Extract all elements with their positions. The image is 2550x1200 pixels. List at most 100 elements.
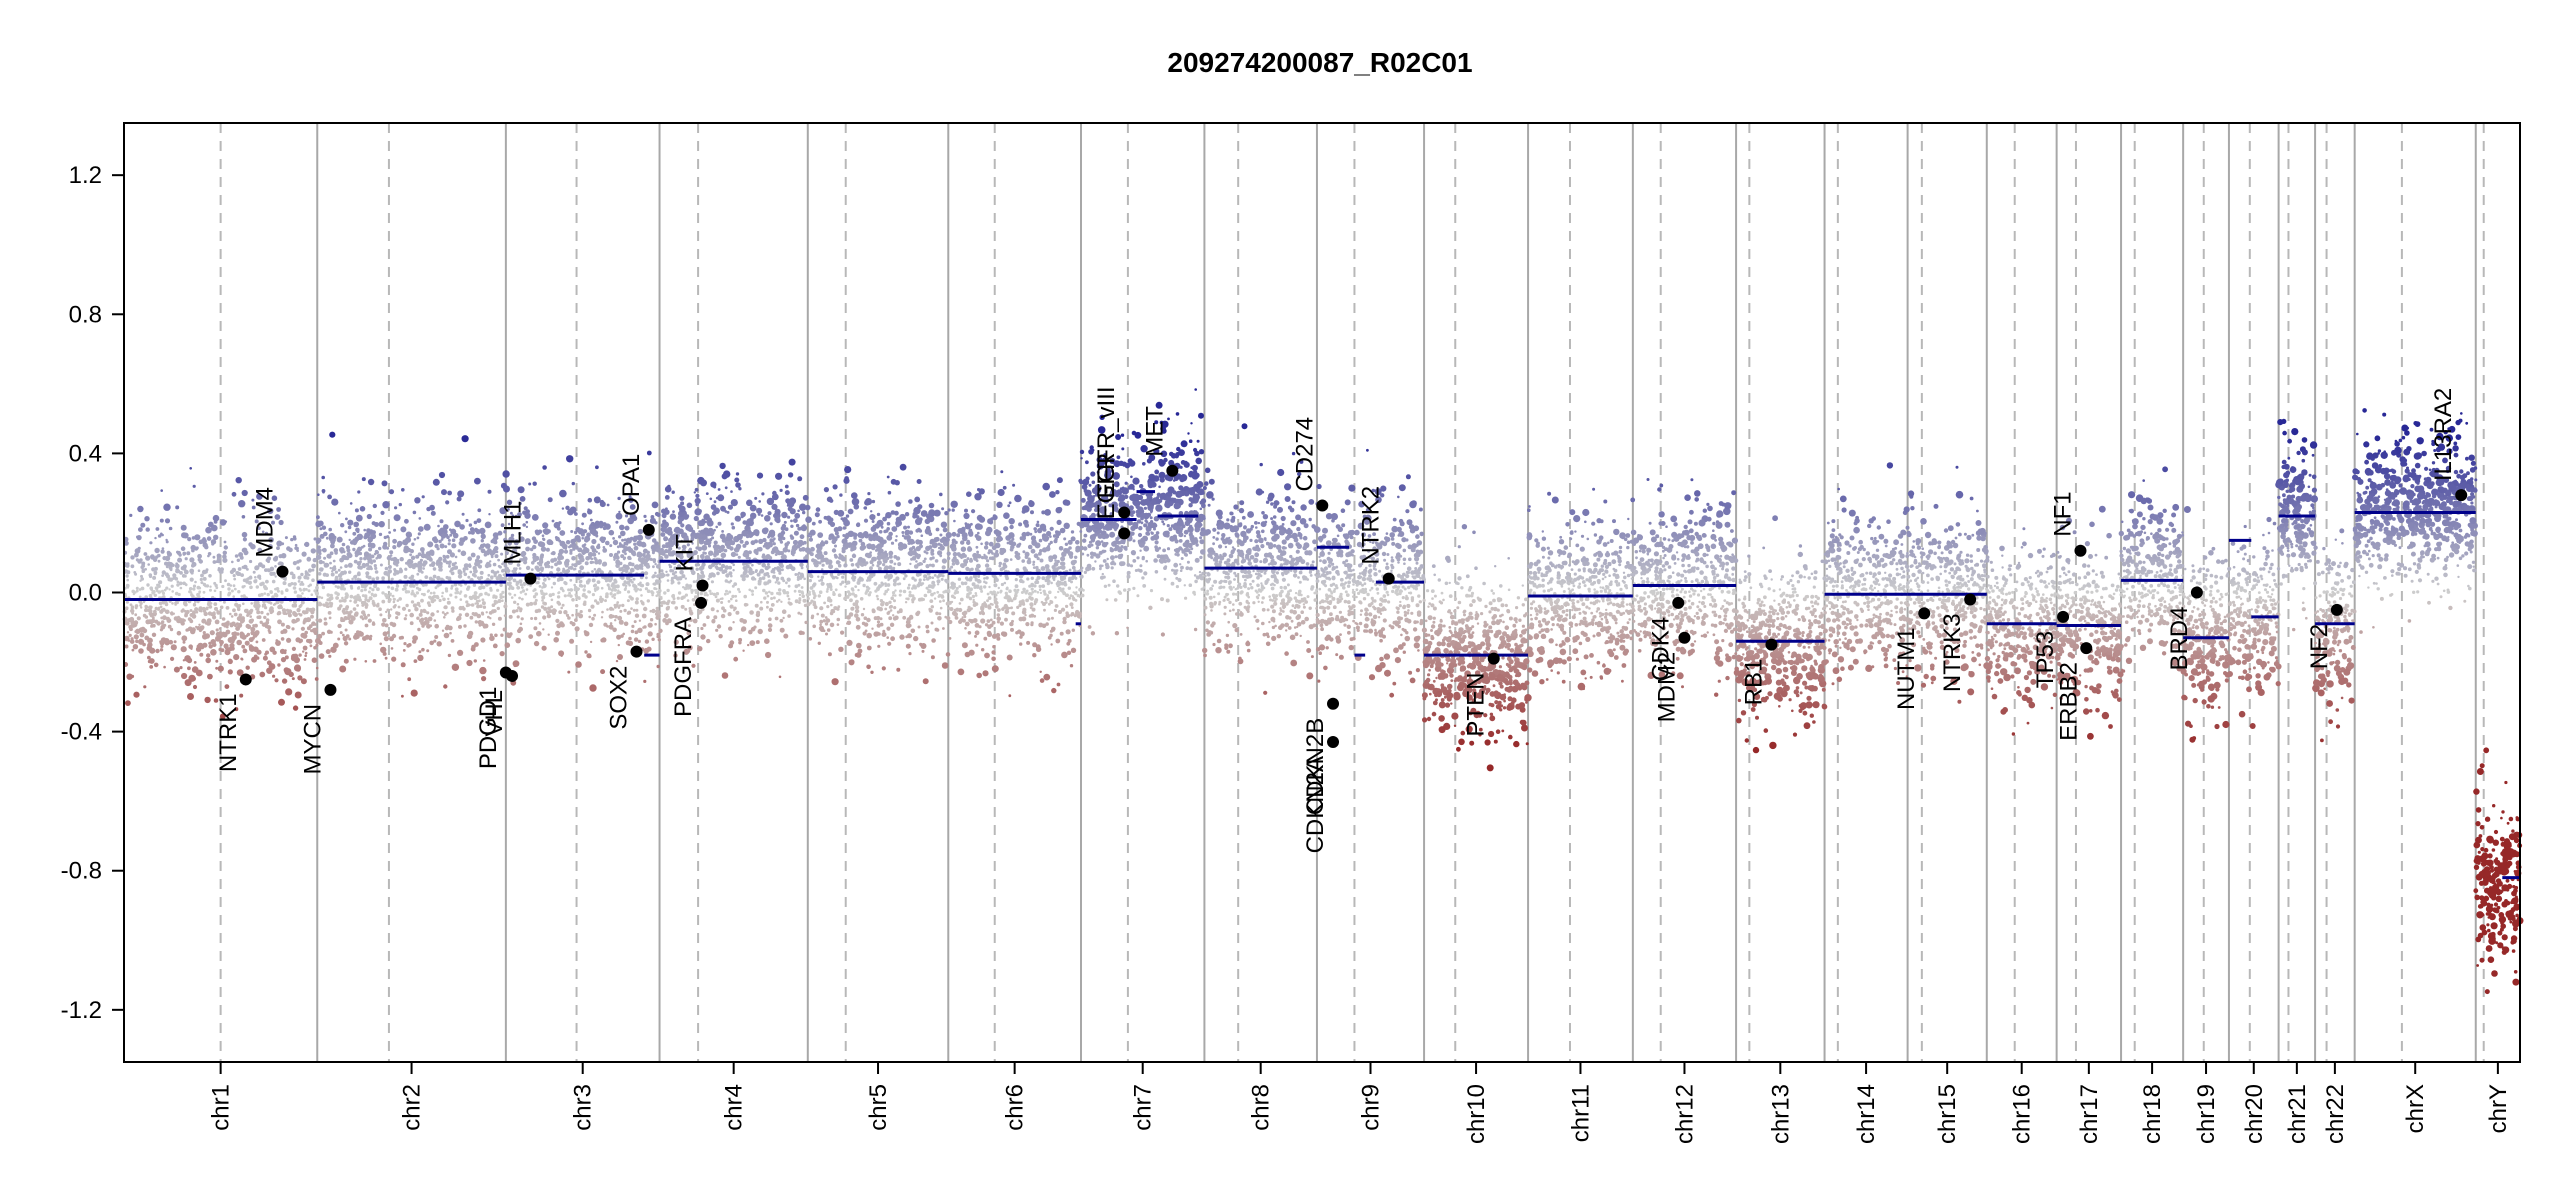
probe-point: [384, 656, 388, 660]
probe-point: [259, 620, 263, 624]
probe-point: [974, 594, 978, 597]
probe-point: [285, 588, 289, 591]
probe-point: [241, 489, 248, 497]
probe-point: [917, 582, 922, 587]
probe-point: [876, 512, 881, 517]
probe-point: [542, 628, 545, 631]
probe-point: [637, 528, 644, 535]
probe-point: [449, 552, 455, 558]
probe-point: [749, 566, 752, 570]
probe-point: [235, 632, 240, 636]
probe-point: [275, 600, 280, 605]
probe-point: [484, 521, 492, 529]
probe-point: [280, 591, 284, 595]
probe-point: [433, 619, 437, 622]
probe-point: [802, 494, 809, 501]
probe-point: [980, 555, 985, 560]
probe-point: [413, 538, 417, 541]
probe-point: [811, 614, 815, 618]
probe-point: [280, 622, 285, 627]
probe-point: [1036, 520, 1040, 524]
probe-point: [651, 551, 655, 555]
probe-point: [145, 555, 151, 561]
probe-point: [799, 562, 804, 567]
probe-point: [569, 621, 573, 625]
probe-point: [336, 592, 340, 596]
probe-point: [242, 594, 246, 598]
probe-point: [655, 606, 659, 610]
probe-point: [502, 573, 506, 577]
probe-point: [312, 557, 317, 563]
probe-point: [530, 568, 534, 571]
probe-point: [780, 600, 783, 603]
probe-point: [833, 509, 839, 515]
probe-point: [569, 594, 573, 598]
probe-point: [454, 587, 459, 592]
probe-point: [817, 594, 821, 598]
probe-point: [563, 594, 567, 598]
probe-point: [793, 518, 798, 523]
probe-point: [512, 578, 517, 583]
probe-point: [646, 550, 650, 555]
probe-point: [251, 505, 256, 510]
probe-point: [597, 543, 601, 547]
probe-point: [409, 553, 412, 557]
probe-point: [483, 623, 489, 629]
probe-point: [186, 657, 193, 664]
probe-point: [304, 654, 308, 657]
probe-point: [354, 508, 359, 513]
probe-point: [764, 591, 769, 595]
probe-point: [925, 629, 930, 634]
probe-point: [913, 635, 919, 642]
probe-point: [908, 547, 914, 552]
probe-point: [277, 562, 281, 566]
probe-point: [230, 589, 234, 593]
probe-point: [759, 577, 762, 580]
probe-point: [311, 621, 316, 626]
probe-point: [638, 552, 643, 558]
probe-point: [461, 605, 465, 609]
probe-point: [264, 624, 269, 629]
probe-point: [274, 555, 279, 560]
probe-point: [1025, 589, 1029, 593]
probe-point: [501, 599, 504, 602]
probe-point: [994, 604, 999, 609]
probe-point: [825, 590, 829, 593]
probe-point: [936, 583, 940, 586]
probe-point: [631, 624, 635, 629]
probe-point: [354, 554, 358, 558]
probe-point: [842, 526, 847, 530]
probe-point: [521, 586, 524, 589]
probe-point: [641, 613, 647, 619]
probe-point: [690, 588, 694, 593]
probe-point: [671, 572, 676, 576]
probe-point: [561, 603, 565, 607]
probe-point: [824, 616, 828, 619]
probe-point: [933, 597, 937, 600]
probe-point: [595, 550, 598, 554]
probe-point: [1059, 631, 1064, 636]
probe-point: [990, 556, 995, 561]
probe-point: [1055, 638, 1061, 644]
probe-point: [500, 552, 504, 556]
probe-point: [463, 536, 468, 541]
probe-point: [749, 610, 754, 615]
probe-point: [686, 599, 690, 602]
probe-point: [260, 581, 265, 586]
probe-point: [865, 588, 870, 593]
probe-point: [124, 644, 129, 649]
probe-point: [807, 590, 811, 594]
probe-point: [606, 577, 610, 582]
probe-point: [651, 591, 655, 595]
probe-point: [628, 636, 632, 641]
probe-point: [733, 609, 736, 612]
probe-point: [890, 636, 895, 642]
probe-point: [1074, 555, 1078, 559]
probe-point: [508, 578, 512, 581]
probe-point: [866, 543, 873, 550]
probe-point: [568, 591, 571, 595]
probe-point: [985, 576, 989, 580]
probe-point: [1009, 621, 1014, 627]
probe-point: [873, 631, 879, 637]
probe-point: [227, 591, 232, 596]
